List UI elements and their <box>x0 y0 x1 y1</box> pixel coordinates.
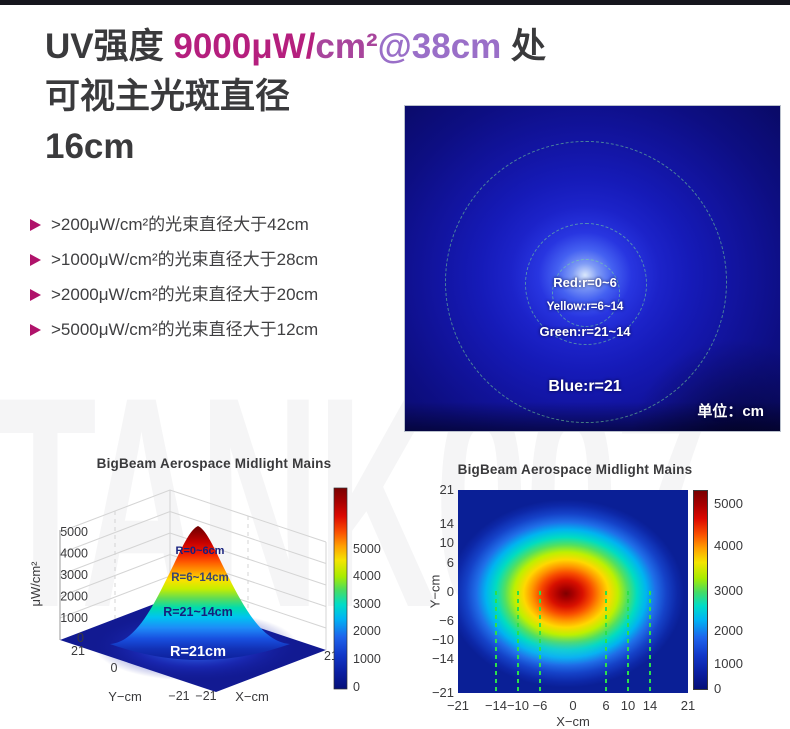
guide-line <box>627 591 629 693</box>
svg-text:2000: 2000 <box>60 590 88 604</box>
y-tick: −6 <box>439 613 454 628</box>
surface-colorbar-ticks: 5000 4000 3000 2000 1000 0 <box>353 542 381 694</box>
list-item: >200μW/cm²的光束直径大于42cm <box>30 214 410 249</box>
annotation-r21-14: R=21~14cm <box>163 605 233 619</box>
arrowhead-right-icon <box>30 324 41 336</box>
title-highlight-intensity: 9000μW/ <box>173 27 316 66</box>
y-tick: 6 <box>446 555 454 570</box>
y-tick: 0 <box>446 584 454 599</box>
heatmap-chart: BigBeam Aerospace Midlight Mains 21 14 1… <box>427 458 790 729</box>
colorbar-tick: 4000 <box>714 538 743 553</box>
guide-line <box>517 591 519 693</box>
y-tick: −21 <box>431 685 454 700</box>
svg-text:−21: −21 <box>168 689 189 703</box>
svg-text:5000: 5000 <box>353 542 381 556</box>
beam-radius-circle-inner <box>552 259 620 327</box>
bullet-text: >200μW/cm²的光束直径大于42cm <box>51 215 309 234</box>
title-prefix: UV强度 <box>45 27 174 66</box>
beam-radius-circle-middle <box>525 223 647 345</box>
svg-text:−21: −21 <box>195 689 216 703</box>
x-tick: 10 <box>620 698 636 713</box>
svg-text:4000: 4000 <box>60 547 88 561</box>
y-tick: −14 <box>431 651 454 666</box>
svg-text:4000: 4000 <box>353 569 381 583</box>
guide-line <box>495 591 497 693</box>
heatmap-plot-area <box>458 490 688 693</box>
list-item: >2000μW/cm²的光束直径大于20cm <box>30 284 410 319</box>
colorbar-tick: 1000 <box>714 656 743 671</box>
colorbar-tick: 2000 <box>714 623 743 638</box>
title-suffix: 处 <box>501 27 547 66</box>
x-tick: 0 <box>569 698 577 713</box>
svg-text:X−cm: X−cm <box>235 689 269 704</box>
subtitle-line2: 16cm <box>45 127 135 166</box>
top-accent-bar <box>0 0 790 5</box>
arrowhead-right-icon <box>30 289 41 301</box>
x-tick: −6 <box>532 698 548 713</box>
page-title: UV强度 9000μW/cm²@38cm 处 可视主光斑直径 16cm <box>45 22 605 172</box>
x-tick: −21 <box>446 698 470 713</box>
beam-spot-photo: Red:r=0~6 Yellow:r=6~14 Green:r=21~14 Bl… <box>404 105 781 432</box>
title-highlight-distance: @38cm <box>377 27 502 66</box>
y-axis-label: Y−cm <box>427 574 443 609</box>
x-tick: −14 <box>484 698 508 713</box>
zone-label-blue: Blue:r=21 <box>548 378 622 395</box>
guide-line <box>605 591 607 693</box>
list-item: >5000μW/cm²的光束直径大于12cm <box>30 319 410 354</box>
x-tick: −10 <box>506 698 530 713</box>
bullet-text: >2000μW/cm²的光束直径大于20cm <box>51 285 319 304</box>
annotation-r0-6: R=0~6cm <box>176 545 225 557</box>
svg-text:5000: 5000 <box>60 525 88 539</box>
colorbar-tick: 3000 <box>714 583 743 598</box>
x-tick: 14 <box>642 698 658 713</box>
spec-bullet-list: >200μW/cm²的光束直径大于42cm >1000μW/cm²的光束直径大于… <box>30 214 410 354</box>
surface-chart: BigBeam Aerospace Midlight Mains <box>30 450 398 729</box>
x-tick: 21 <box>680 698 696 713</box>
svg-text:3000: 3000 <box>353 597 381 611</box>
svg-text:3000: 3000 <box>60 568 88 582</box>
z-axis-label: μW/cm² <box>30 561 43 607</box>
bullet-text: >1000μW/cm²的光束直径大于28cm <box>51 250 319 269</box>
surface-plot-canvas: R=0~6cm R=6~14cm R=21~14cm R=21cm 5000 4… <box>30 487 381 704</box>
y-tick: 10 <box>439 535 454 550</box>
chart-title: BigBeam Aerospace Midlight Mains <box>96 456 332 471</box>
xy-axis-ticks: 21 0 Y−cm −21 −21 X−cm 21 <box>71 644 338 704</box>
beam-radius-circle-outer <box>445 141 727 423</box>
x-tick: 6 <box>602 698 610 713</box>
z-axis-ticks: 5000 4000 3000 2000 1000 0 <box>60 525 88 645</box>
annotation-r6-14: R=6~14cm <box>171 572 229 584</box>
bullet-text: >5000μW/cm²的光束直径大于12cm <box>51 320 319 339</box>
subtitle-line1: 可视主光斑直径 <box>45 77 291 116</box>
list-item: >1000μW/cm²的光束直径大于28cm <box>30 249 410 284</box>
svg-text:2000: 2000 <box>353 624 381 638</box>
surface-colorbar <box>333 487 348 690</box>
y-tick: 14 <box>439 516 454 531</box>
zone-label-red: Red:r=0~6 <box>553 275 617 290</box>
x-axis-label: X−cm <box>556 714 590 729</box>
arrowhead-right-icon <box>30 254 41 266</box>
svg-text:Y−cm: Y−cm <box>108 689 142 704</box>
chart-title: BigBeam Aerospace Midlight Mains <box>457 462 693 477</box>
svg-text:1000: 1000 <box>353 652 381 666</box>
zone-label-yellow: Yellow:r=6~14 <box>546 301 624 313</box>
guide-line <box>539 591 541 693</box>
y-tick: −10 <box>431 632 454 647</box>
y-tick: 21 <box>439 482 454 497</box>
gaussian-bell-surface <box>110 526 290 660</box>
arrowhead-right-icon <box>30 219 41 231</box>
title-highlight-unit: cm² <box>315 27 378 66</box>
unit-label: 单位：cm <box>697 403 764 420</box>
colorbar-tick: 5000 <box>714 496 743 511</box>
zone-label-green: Green:r=21~14 <box>539 324 631 339</box>
svg-text:1000: 1000 <box>60 611 88 625</box>
svg-text:0: 0 <box>111 661 118 675</box>
svg-text:0: 0 <box>353 680 360 694</box>
colorbar-tick: 0 <box>714 681 722 696</box>
guide-line <box>649 591 651 693</box>
svg-text:21: 21 <box>71 644 85 658</box>
heatmap-colorbar <box>693 490 708 690</box>
svg-text:0: 0 <box>77 631 84 645</box>
annotation-r21: R=21cm <box>170 644 226 660</box>
